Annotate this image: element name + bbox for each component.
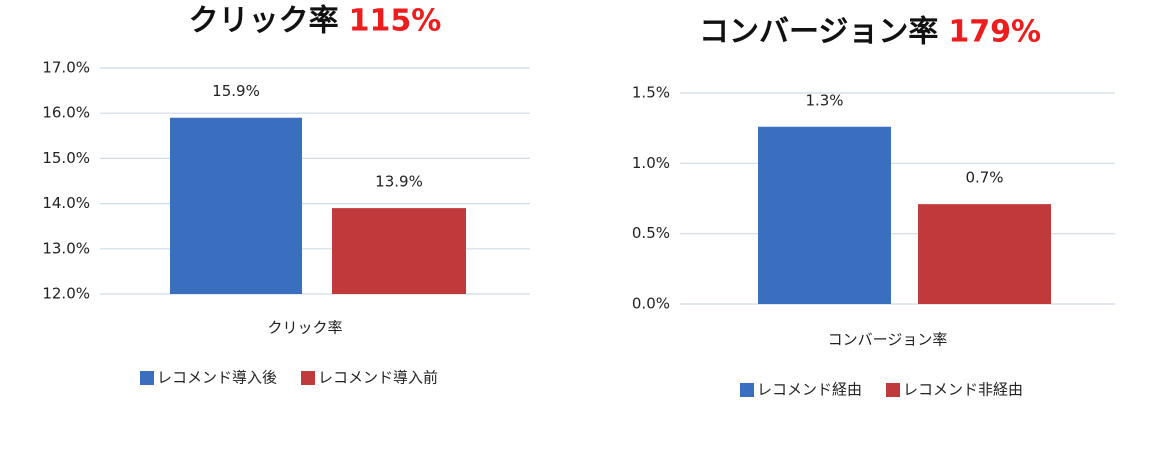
legend-swatch [140,371,154,385]
y-tick-label: 16.0% [42,104,90,122]
legend-label: レコメンド導入後 [157,369,277,387]
data-label: 0.7% [965,169,1003,187]
y-tick-label: 1.5% [632,84,670,102]
legend-swatch [740,383,754,397]
y-tick-label: 15.0% [42,149,90,167]
y-tick-label: 17.0% [42,59,90,77]
y-tick-label: 14.0% [42,194,90,212]
x-tick-label: コンバージョン率 [828,331,948,349]
y-tick-label: 13.0% [42,239,90,257]
y-tick-label: 0.5% [632,224,670,242]
legend-label: レコメンド導入前 [318,369,438,387]
legend-label: レコメンド非経由 [903,381,1023,399]
data-label: 15.9% [212,82,260,100]
y-tick-label: 1.0% [632,154,670,172]
legend-swatch [886,383,901,397]
y-tick-label: 0.0% [632,295,670,313]
legend-swatch [301,371,316,385]
x-tick-label: クリック率 [267,319,342,337]
data-label: 13.9% [375,173,423,191]
bar [332,208,466,294]
data-label: 1.3% [805,91,843,109]
title-highlight: 179% [948,15,1041,50]
chart-title: クリック率 [189,4,339,39]
title-highlight: 115% [349,4,442,39]
bar [758,126,891,304]
bar [918,204,1051,304]
bar [170,117,302,294]
chart-title: コンバージョン率 [699,15,938,50]
y-tick-label: 12.0% [42,285,90,303]
legend-label: レコメンド経由 [757,381,862,399]
